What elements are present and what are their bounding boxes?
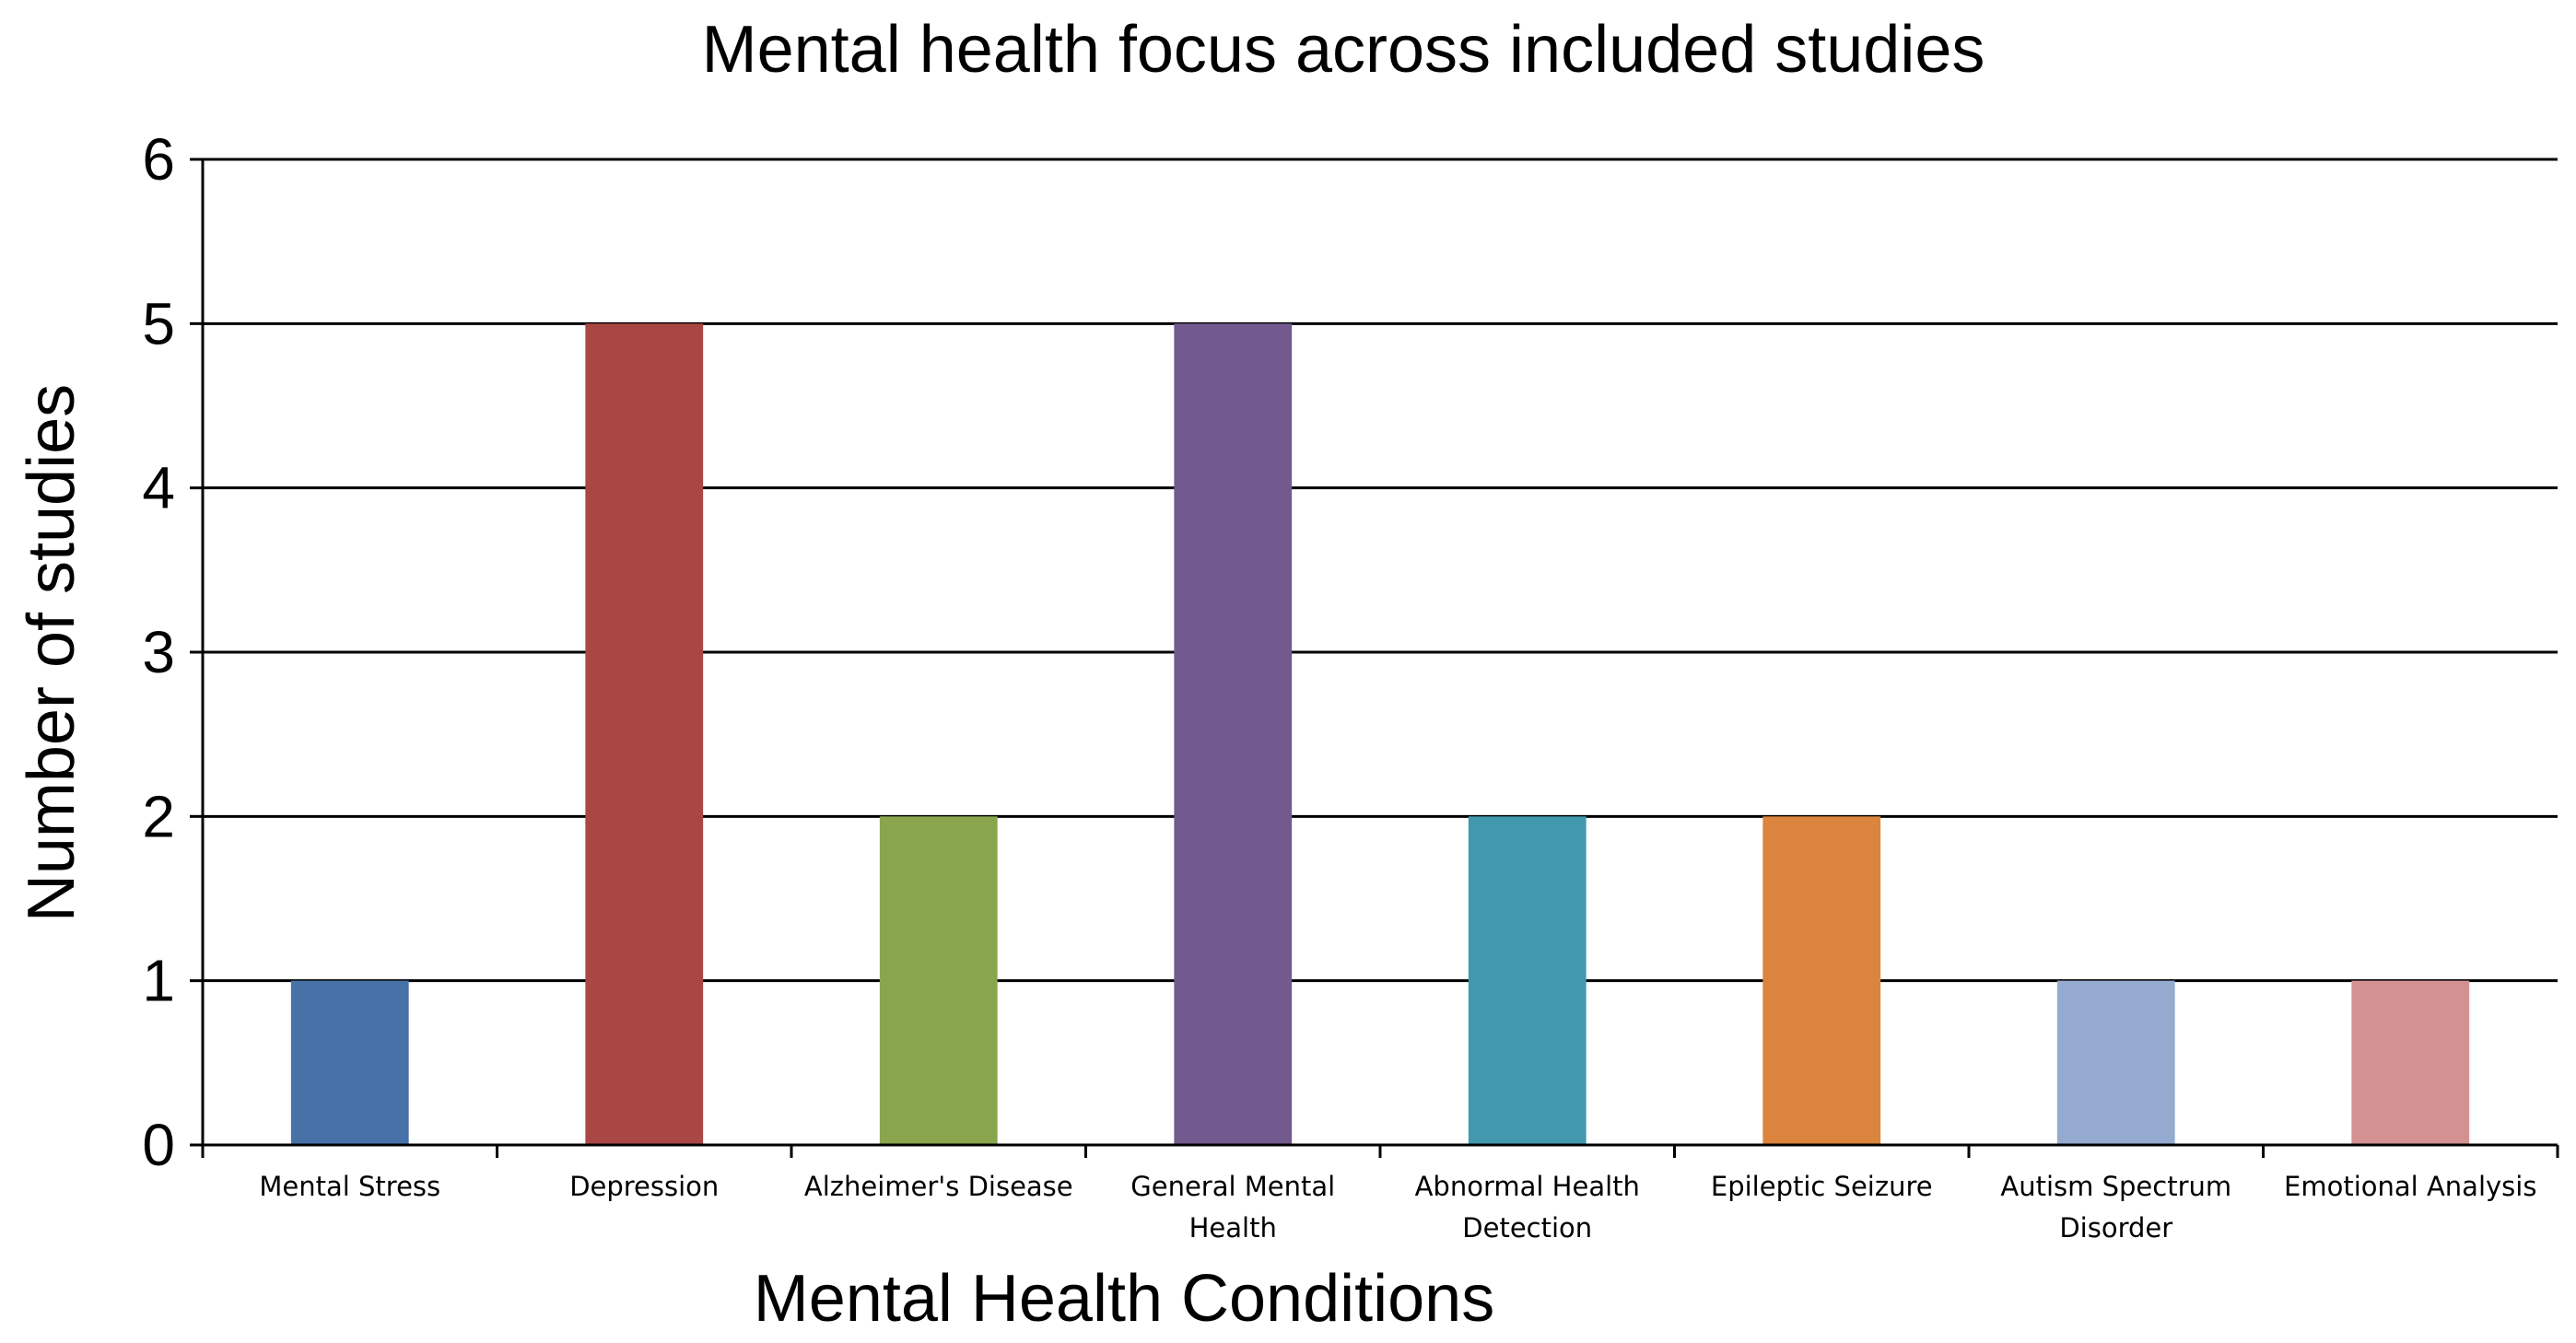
x-tick-label: Abnormal Health Detection	[1415, 1171, 1640, 1244]
y-tick-label: 1	[142, 948, 175, 1014]
y-axis-title: Number of studies	[15, 384, 88, 922]
y-tick-label: 0	[142, 1112, 175, 1178]
axes	[190, 158, 2559, 1158]
x-axis-tick-labels: Mental Stress Depression Alzheimer's Disea…	[259, 1171, 2536, 1244]
y-tick-label: 6	[142, 126, 175, 193]
x-tick-label: General Mental Health	[1130, 1171, 1335, 1244]
x-tick-label-line: Alzheimer's Disease	[804, 1171, 1073, 1202]
y-axis-tick-labels: 0 1 2 3 4 5 6	[142, 126, 175, 1178]
bar-depression	[585, 323, 704, 1145]
bar-mental-stress	[290, 980, 409, 1145]
x-tick-label-line: Detection	[1462, 1212, 1592, 1244]
chart-title: Mental health focus across included stud…	[702, 13, 1985, 87]
x-tick-label-line: Depression	[569, 1171, 719, 1202]
bar-general-mental-health	[1174, 323, 1293, 1145]
x-tick-label-line: Emotional Analysis	[2284, 1171, 2536, 1202]
y-tick-label: 5	[142, 290, 175, 356]
x-tick-label-line: General Mental	[1130, 1171, 1335, 1202]
x-tick-label-line: Epileptic Seizure	[1711, 1171, 1933, 1202]
x-tick-label: Emotional Analysis	[2284, 1171, 2536, 1202]
x-tick-label: Autism Spectrum Disorder	[2000, 1171, 2231, 1244]
y-tick-label: 2	[142, 783, 175, 849]
x-tick-label-line: Health	[1189, 1212, 1277, 1244]
x-tick-label: Depression	[569, 1171, 719, 1202]
x-axis-title: Mental Health Conditions	[754, 1262, 1494, 1336]
y-tick-label: 4	[142, 455, 175, 521]
grid-lines	[203, 158, 2558, 983]
bar-abnormal-health-detection	[1468, 816, 1587, 1145]
x-tick-label: Alzheimer's Disease	[804, 1171, 1073, 1202]
x-tick-label-line: Abnormal Health	[1415, 1171, 1640, 1202]
x-tick-label: Epileptic Seizure	[1711, 1171, 1933, 1202]
bar-emotional-analysis	[2351, 980, 2470, 1145]
bar-autism-spectrum-disorder	[2056, 980, 2175, 1145]
bar-epileptic-seizure	[1762, 816, 1881, 1145]
y-tick-label: 3	[142, 619, 175, 685]
x-tick-label: Mental Stress	[259, 1171, 440, 1202]
x-tick-label-line: Mental Stress	[259, 1171, 440, 1202]
bar-alzheimer-s-disease	[879, 816, 998, 1145]
bars	[290, 323, 2470, 1145]
x-tick-label-line: Autism Spectrum	[2000, 1171, 2231, 1202]
x-tick-label-line: Disorder	[2059, 1212, 2172, 1244]
